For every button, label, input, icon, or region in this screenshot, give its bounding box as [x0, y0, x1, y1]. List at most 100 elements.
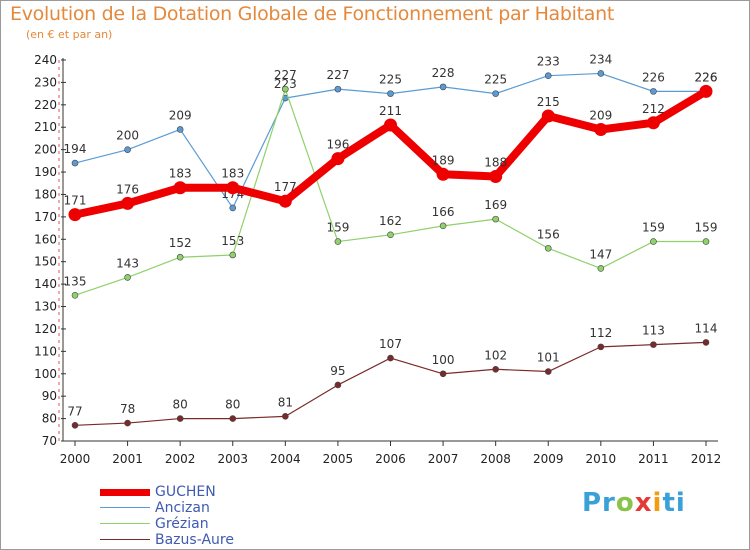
data-label-bazus-aure: 77 [67, 404, 82, 418]
data-point-grezian [387, 231, 394, 239]
x-tick-label: 2010 [586, 452, 617, 466]
data-point-bazus-aure [702, 339, 710, 346]
data-label-bazus-aure: 102 [484, 348, 507, 362]
logo-part-4: i [652, 488, 663, 518]
data-point-guchen [278, 194, 292, 208]
logo-part-5: ti [662, 488, 686, 518]
x-tick-label: 2011 [638, 452, 669, 466]
data-point-guchen [226, 181, 240, 195]
x-tick-label: 2012 [691, 452, 722, 466]
logo-part-3: x [634, 488, 653, 518]
y-tick-label: 70 [42, 434, 57, 448]
data-label-guchen: 196 [326, 138, 349, 152]
data-point-guchen [489, 170, 503, 184]
data-point-ancizan [387, 90, 394, 97]
data-point-ancizan [71, 159, 79, 167]
y-tick-label: 90 [42, 389, 57, 403]
data-point-ancizan [439, 83, 447, 91]
data-label-guchen: 211 [379, 104, 402, 118]
data-point-ancizan [650, 88, 657, 95]
data-point-guchen [699, 84, 713, 98]
data-label-bazus-aure: 101 [537, 351, 560, 365]
data-label-grezian: 147 [589, 247, 612, 261]
data-label-grezian: 169 [484, 198, 507, 212]
data-point-bazus-aure [650, 341, 657, 348]
legend-item-grezian: Grézian [100, 516, 280, 532]
legend-label-ancizan: Ancizan [155, 500, 210, 516]
data-point-grezian [71, 292, 79, 299]
x-tick-label: 2007 [428, 452, 459, 466]
data-label-guchen: 209 [589, 108, 612, 122]
data-point-bazus-aure [124, 419, 131, 427]
data-label-guchen: 189 [432, 153, 455, 167]
y-tick-label: 220 [34, 98, 57, 112]
data-point-bazus-aure [439, 370, 447, 378]
chart-subtitle: (en € et par an) [26, 28, 113, 41]
data-label-bazus-aure: 100 [432, 353, 455, 367]
data-point-bazus-aure [71, 422, 79, 429]
y-tick-label: 80 [42, 412, 57, 426]
data-point-bazus-aure [597, 343, 605, 351]
data-label-guchen: 188 [484, 156, 507, 170]
data-label-grezian: 159 [326, 221, 349, 235]
data-point-ancizan [229, 204, 237, 212]
x-tick-label: 2005 [323, 452, 354, 466]
data-point-grezian [650, 238, 657, 245]
chart-title: Evolution de la Dotation Globale de Fonc… [10, 3, 615, 25]
legend-swatch-guchen [100, 489, 150, 496]
y-tick-label: 170 [34, 210, 57, 224]
legend-item-guchen: GUCHEN [100, 484, 280, 500]
data-label-guchen: 212 [642, 102, 665, 116]
data-label-grezian: 227 [274, 68, 297, 82]
y-tick-label: 150 [34, 255, 57, 269]
data-label-guchen: 215 [537, 95, 560, 109]
data-label-ancizan: 209 [169, 108, 192, 122]
y-tick-label: 190 [34, 165, 57, 179]
data-point-ancizan [176, 126, 184, 133]
legend-swatch-bazus-aure [100, 539, 150, 540]
data-point-grezian [597, 265, 605, 272]
data-label-grezian: 159 [695, 221, 718, 235]
x-tick-label: 2004 [270, 452, 301, 466]
data-point-guchen [594, 122, 608, 136]
data-label-guchen: 177 [274, 180, 297, 194]
legend: GUCHEN Ancizan Grézian Bazus-Aure [100, 484, 280, 548]
y-tick-label: 240 [34, 53, 57, 67]
data-label-guchen: 183 [169, 167, 192, 181]
y-tick-label: 110 [34, 344, 57, 358]
data-point-grezian [439, 222, 447, 230]
data-label-guchen: 226 [695, 70, 718, 84]
data-label-grezian: 166 [432, 205, 455, 219]
y-tick-label: 130 [34, 300, 57, 314]
data-label-ancizan: 226 [695, 70, 718, 84]
data-point-bazus-aure [492, 365, 499, 373]
data-point-ancizan [124, 146, 131, 153]
legend-item-ancizan: Ancizan [100, 500, 280, 516]
data-point-ancizan [597, 70, 605, 77]
data-label-guchen: 176 [116, 182, 139, 196]
y-tick-label: 180 [34, 187, 57, 201]
data-point-grezian [176, 253, 184, 261]
data-label-bazus-aure: 80 [173, 398, 188, 412]
data-point-guchen [173, 181, 187, 195]
data-point-guchen [384, 118, 397, 132]
data-point-grezian [229, 251, 237, 259]
data-label-grezian: 156 [537, 227, 560, 241]
data-point-ancizan [544, 72, 552, 79]
x-tick-label: 2009 [533, 452, 564, 466]
data-point-guchen [436, 167, 450, 181]
data-label-grezian: 153 [221, 234, 244, 248]
y-tick-label: 140 [34, 277, 57, 291]
y-tick-label: 200 [34, 143, 57, 157]
data-label-grezian: 162 [379, 214, 402, 228]
data-label-bazus-aure: 78 [120, 402, 135, 416]
x-tick-label: 2006 [375, 452, 406, 466]
data-point-grezian [282, 85, 289, 93]
data-label-grezian: 152 [169, 236, 192, 250]
data-point-ancizan [334, 85, 342, 93]
data-point-bazus-aure [282, 413, 289, 420]
logo-part-2: o [615, 488, 635, 518]
data-point-bazus-aure [544, 368, 552, 375]
legend-label-guchen: GUCHEN [155, 484, 216, 500]
